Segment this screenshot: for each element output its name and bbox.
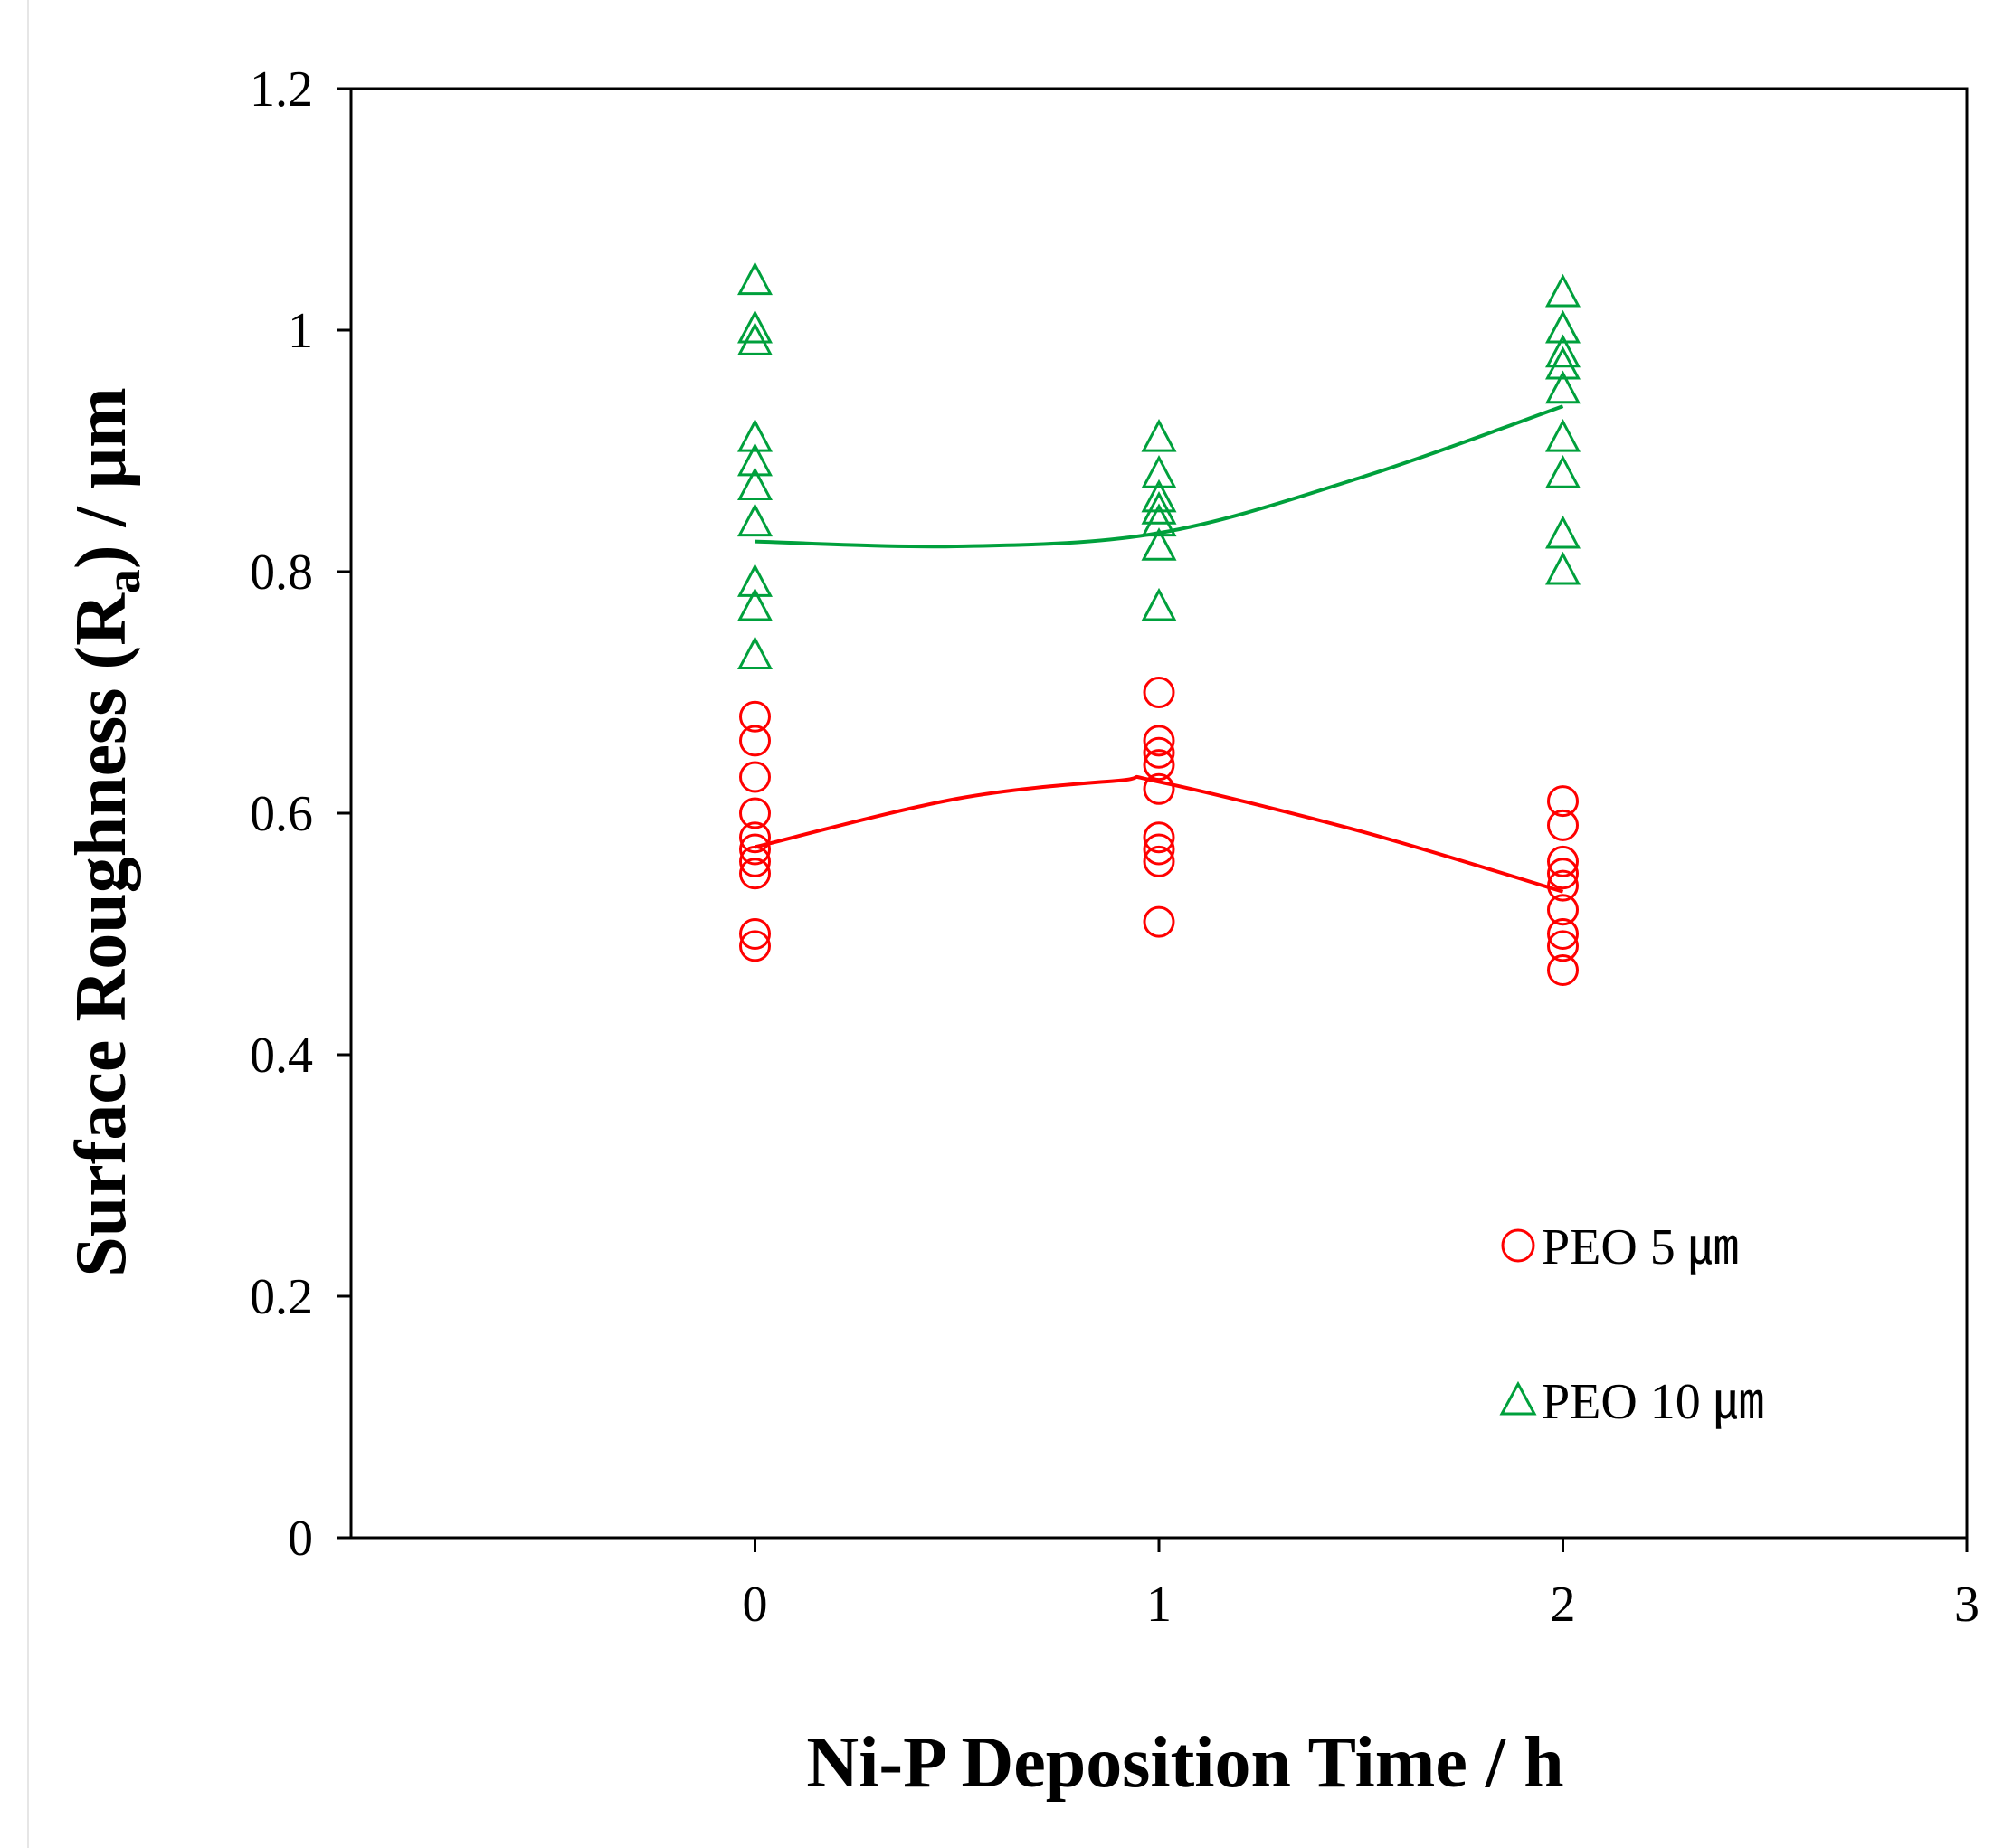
data-point-circle	[1143, 677, 1175, 708]
data-point-triangle	[737, 564, 773, 597]
data-point-triangle	[737, 442, 773, 477]
y-tick-label: 1.2	[250, 62, 313, 118]
data-point-circle	[739, 930, 771, 962]
figure-left-border	[27, 0, 29, 1848]
data-point-triangle	[1141, 503, 1177, 537]
legend-circle-marker	[1501, 1228, 1535, 1263]
data-point-circle	[1547, 785, 1579, 818]
x-tick-label: 3	[1954, 1577, 1980, 1633]
data-point-circle	[1143, 821, 1175, 854]
legend-triangle-marker	[1499, 1380, 1537, 1416]
data-point-triangle	[737, 309, 773, 344]
data-point-triangle	[1545, 418, 1581, 452]
data-point-circle	[1143, 833, 1175, 866]
legend: PEO 5 ㎛ PEO 10 ㎛	[1499, 1219, 1764, 1430]
data-point-triangle	[737, 503, 773, 537]
data-point-triangle	[1545, 551, 1581, 585]
plot-area-frame	[349, 87, 1969, 1540]
data-point-circle	[1547, 845, 1579, 877]
data-point-circle	[1547, 869, 1579, 902]
data-point-circle	[1143, 736, 1175, 769]
y-axis-title-main: Surface Roughness (R	[62, 592, 141, 1277]
data-point-circle	[1143, 749, 1175, 782]
data-point-triangle	[1141, 527, 1177, 561]
data-point-triangle	[1141, 455, 1177, 488]
y-axis-title-tail: ) / μm	[62, 387, 141, 569]
legend-label-peo-10: PEO 10 ㎛	[1542, 1374, 1764, 1430]
data-point-circle	[1547, 858, 1579, 890]
x-axis-title: Ni-P Deposition Time / h	[806, 1723, 1563, 1803]
y-tick-label: 0.4	[250, 1028, 313, 1084]
data-point-triangle	[1545, 455, 1581, 488]
data-point-circle	[1547, 954, 1579, 987]
data-point-triangle	[1141, 491, 1177, 525]
data-point-circle	[1547, 809, 1579, 841]
data-point-circle	[739, 918, 771, 950]
data-point-triangle	[1141, 418, 1177, 452]
data-point-circle	[739, 821, 771, 854]
data-point-circle	[1143, 905, 1175, 938]
data-point-triangle	[737, 467, 773, 501]
x-tick-label: 0	[743, 1577, 768, 1633]
legend-label-peo-5: PEO 5 ㎛	[1542, 1219, 1739, 1275]
data-point-circle	[739, 845, 771, 877]
y-axis-title-subscript: a	[96, 569, 150, 593]
y-tick-label: 0	[288, 1511, 313, 1567]
y-tick-label: 0.2	[250, 1269, 313, 1325]
data-point-triangle	[1545, 515, 1581, 549]
data-point-circle	[1143, 725, 1175, 757]
y-axis-title: Surface Roughness (Ra) / μm	[62, 387, 150, 1276]
data-point-circle	[1547, 894, 1579, 926]
data-point-triangle	[737, 322, 773, 355]
data-point-triangle	[737, 587, 773, 621]
y-axis-ticks: 0 0.2 0.4 0.6 0.8 1 1.2	[250, 62, 351, 1567]
data-point-triangle	[1545, 346, 1581, 380]
x-tick-label: 1	[1146, 1577, 1172, 1633]
data-point-triangle	[737, 636, 773, 669]
data-point-circle	[1547, 918, 1579, 950]
data-point-triangle	[1141, 587, 1177, 621]
data-markers	[737, 261, 1581, 987]
trend-line-series-0	[755, 774, 1564, 894]
data-point-circle	[739, 700, 771, 733]
data-point-triangle	[737, 261, 773, 296]
x-axis-ticks: 0 1 2 3	[743, 1538, 1980, 1633]
y-tick-label: 1	[288, 303, 313, 359]
data-point-circle	[739, 725, 771, 757]
data-point-circle	[1143, 845, 1175, 877]
data-point-triangle	[1141, 479, 1177, 513]
trend-line-series-1	[755, 404, 1564, 549]
data-point-circle	[1143, 772, 1175, 805]
trend-lines	[755, 404, 1564, 894]
y-tick-label: 0.6	[250, 786, 313, 842]
data-point-circle	[739, 797, 771, 829]
y-tick-label: 0.8	[250, 545, 313, 601]
data-point-circle	[739, 761, 771, 793]
data-point-triangle	[1545, 309, 1581, 344]
data-point-triangle	[1545, 334, 1581, 368]
data-point-triangle	[737, 418, 773, 452]
data-point-circle	[1547, 930, 1579, 962]
data-point-triangle	[1545, 273, 1581, 308]
x-tick-label: 2	[1551, 1577, 1576, 1633]
data-point-circle	[739, 858, 771, 890]
data-point-triangle	[1545, 370, 1581, 404]
data-point-circle	[739, 833, 771, 866]
